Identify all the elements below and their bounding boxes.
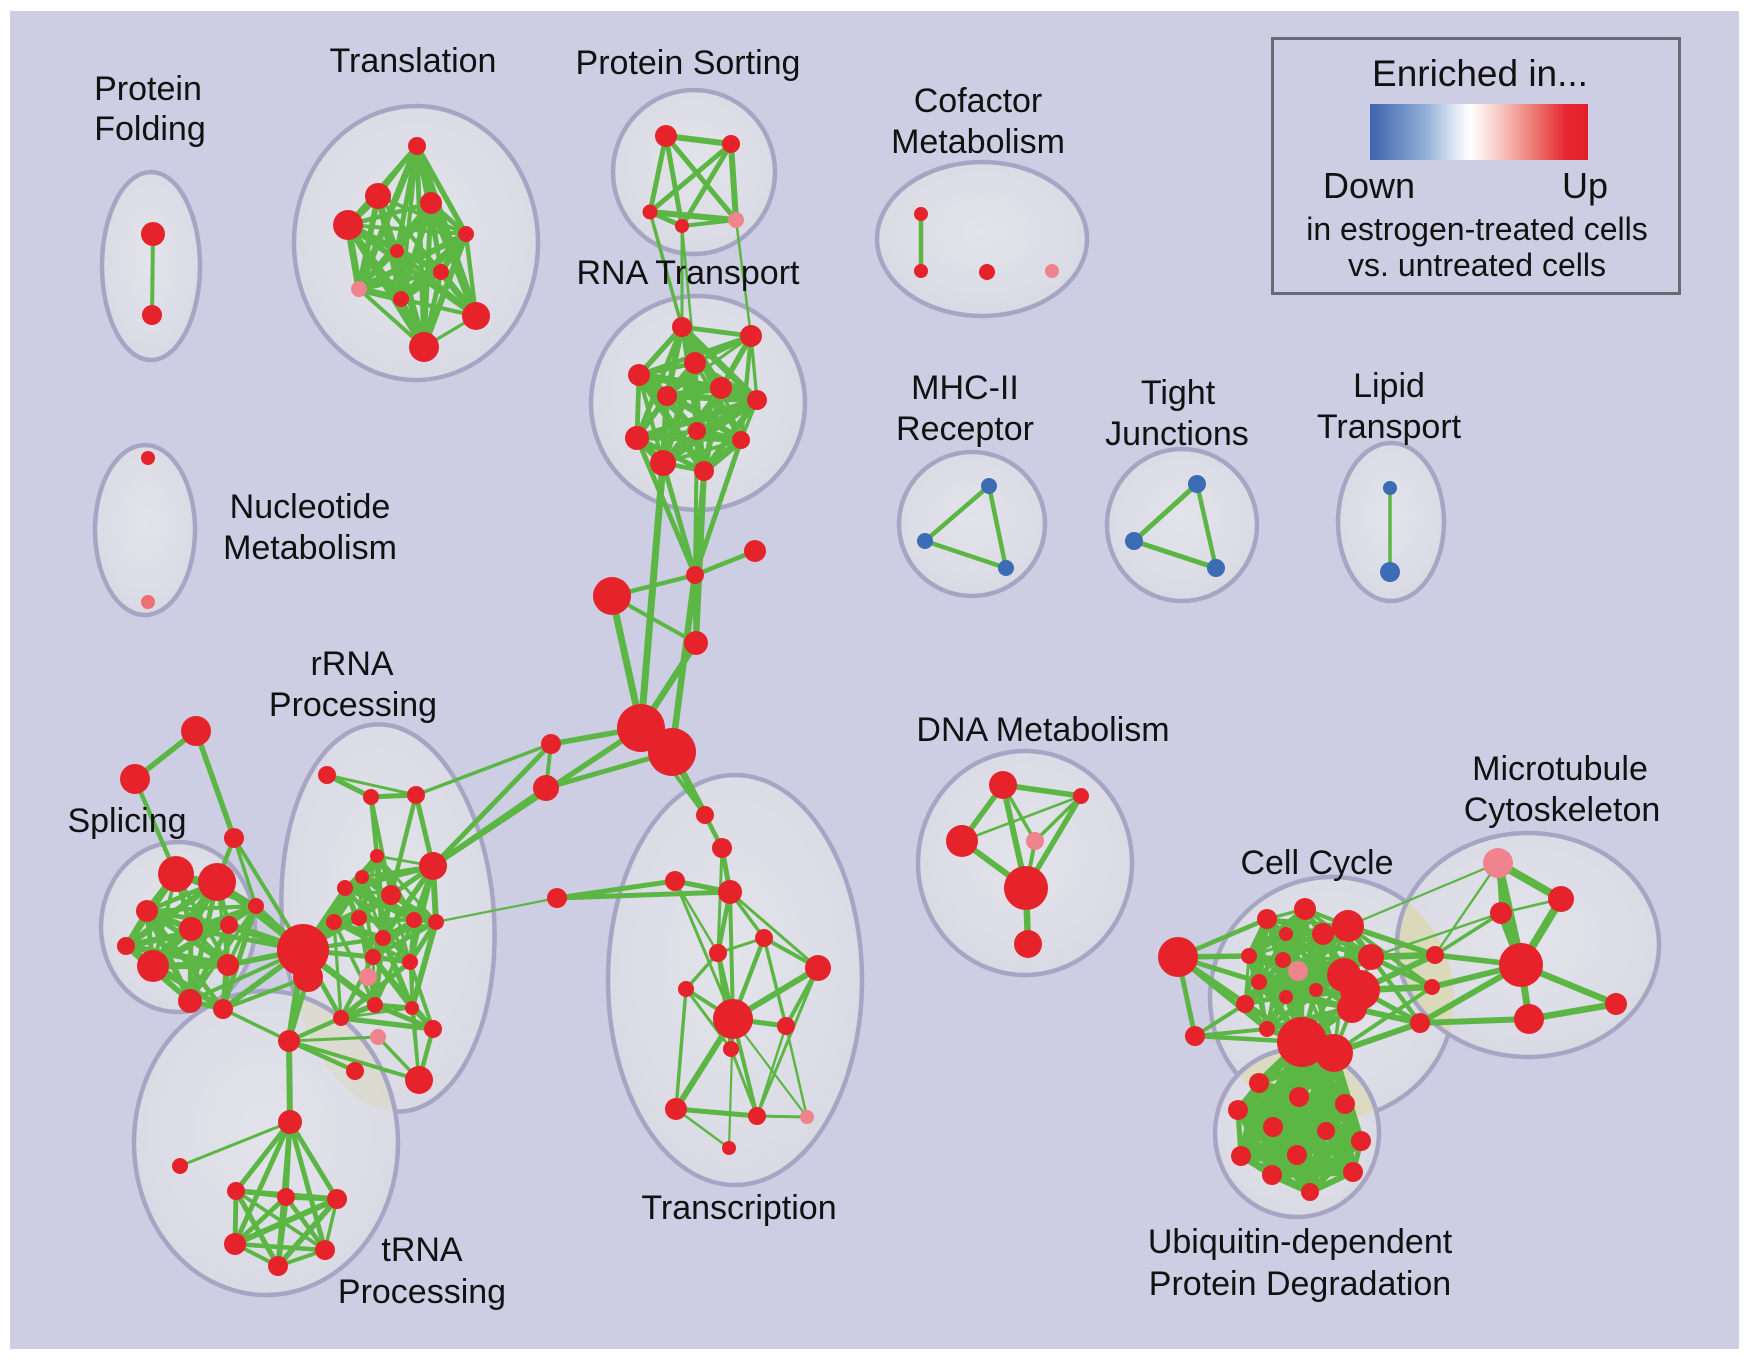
svg-text:Lipid: Lipid — [1353, 367, 1425, 405]
svg-text:Enriched in...: Enriched in... — [1372, 53, 1588, 94]
svg-text:vs. untreated cells: vs. untreated cells — [1348, 247, 1606, 283]
svg-text:Folding: Folding — [94, 110, 206, 148]
svg-text:RNA Transport: RNA Transport — [577, 254, 801, 292]
svg-text:Translation: Translation — [330, 42, 497, 80]
svg-text:Cofactor: Cofactor — [914, 82, 1043, 120]
svg-text:Nucleotide: Nucleotide — [230, 488, 391, 526]
svg-text:Junctions: Junctions — [1105, 415, 1249, 453]
svg-text:Protein Sorting: Protein Sorting — [576, 44, 801, 82]
svg-text:Tight: Tight — [1141, 374, 1216, 412]
svg-text:in estrogen-treated cells: in estrogen-treated cells — [1306, 211, 1648, 247]
svg-text:Down: Down — [1323, 165, 1415, 206]
svg-text:Protein: Protein — [94, 70, 202, 108]
svg-text:tRNA: tRNA — [381, 1231, 463, 1269]
svg-text:Processing: Processing — [338, 1273, 506, 1311]
svg-text:Metabolism: Metabolism — [891, 123, 1065, 161]
svg-text:Processing: Processing — [269, 686, 437, 724]
svg-text:Protein Degradation: Protein Degradation — [1149, 1265, 1451, 1303]
svg-text:Transport: Transport — [1317, 408, 1462, 446]
svg-text:DNA Metabolism: DNA Metabolism — [916, 711, 1169, 749]
svg-text:Receptor: Receptor — [896, 410, 1034, 448]
svg-text:Cytoskeleton: Cytoskeleton — [1464, 791, 1661, 829]
svg-text:Splicing: Splicing — [67, 802, 186, 840]
svg-text:rRNA: rRNA — [310, 645, 393, 683]
svg-text:Ubiquitin-dependent: Ubiquitin-dependent — [1148, 1223, 1453, 1261]
svg-text:Cell Cycle: Cell Cycle — [1240, 844, 1393, 882]
svg-text:Up: Up — [1562, 165, 1608, 206]
svg-text:Metabolism: Metabolism — [223, 529, 397, 567]
svg-text:Microtubule: Microtubule — [1472, 750, 1648, 788]
svg-text:MHC-II: MHC-II — [911, 369, 1019, 407]
svg-text:Transcription: Transcription — [641, 1189, 836, 1227]
